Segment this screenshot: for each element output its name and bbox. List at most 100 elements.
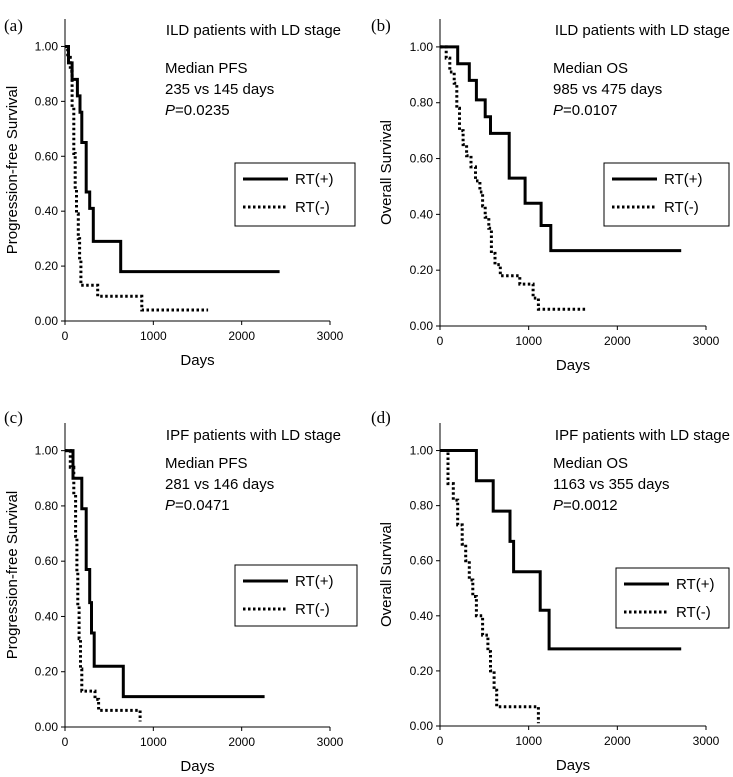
y-axis-label: Overall Survival [378,120,395,225]
y-tick-label: 0.00 [410,319,434,333]
y-tick-label: 0.60 [410,152,434,166]
p-value: P=0.0235 [165,102,230,119]
p-symbol: P [165,102,175,119]
y-axis-label: Progression-free Survival [4,86,21,254]
legend-label: RT(+) [676,576,714,593]
median-label: Median PFS [165,60,248,77]
panel-label: (d) [371,408,391,427]
y-tick-label: 0.20 [35,259,59,273]
median-values: 281 vs 146 days [165,476,274,493]
x-tick-label: 2000 [228,329,255,343]
series-line-rt-minus [65,449,142,722]
y-tick-label: 0.20 [410,664,434,678]
x-tick-label: 2000 [604,734,631,748]
x-tick-label: 2000 [228,735,255,749]
y-tick-label: 0.60 [35,554,59,568]
series-line-rt-plus [65,45,280,274]
y-tick-label: 0.60 [35,149,59,163]
p-symbol: P [553,497,563,514]
chart-title: ILD patients with LD stage [166,22,341,39]
p-value: P=0.0471 [165,497,230,514]
y-tick-label: 0.40 [410,207,434,221]
x-tick-label: 3000 [317,329,344,343]
x-tick-label: 1000 [140,329,167,343]
x-tick-label: 0 [437,734,444,748]
legend-box [234,564,358,627]
p-symbol: P [165,497,175,514]
series-line-rt-plus [65,449,265,699]
panel-label: (b) [371,16,391,35]
p-value-number: =0.0012 [563,497,618,514]
x-tick-label: 1000 [515,334,542,348]
y-tick-label: 0.80 [35,94,59,108]
x-tick-label: 0 [62,735,69,749]
legend-label: RT(-) [295,199,330,216]
y-tick-label: 1.00 [35,39,59,53]
x-axis-label: Days [180,352,214,369]
x-tick-label: 0 [62,329,69,343]
x-axis-label: Days [180,758,214,775]
series-line-rt-plus [440,45,682,253]
y-axis-label: Overall Survival [378,522,395,627]
y-tick-label: 0.80 [410,96,434,110]
x-tick-label: 3000 [317,735,344,749]
p-symbol: P [553,102,563,119]
legend-label: RT(-) [664,199,699,216]
y-tick-label: 0.80 [410,499,434,513]
x-tick-label: 1000 [515,734,542,748]
y-tick-label: 1.00 [410,40,434,54]
chart-title: IPF patients with LD stage [555,427,730,444]
series-line-rt-minus [65,45,209,312]
y-tick-label: 0.20 [410,263,434,277]
y-tick-label: 0.00 [410,719,434,733]
chart-title: IPF patients with LD stage [166,427,341,444]
panel-label: (a) [4,16,23,35]
x-tick-label: 3000 [693,734,720,748]
series-line-rt-minus [440,45,587,311]
p-value: P=0.0012 [553,497,618,514]
y-tick-label: 0.60 [410,554,434,568]
y-tick-label: 0.40 [35,204,59,218]
x-axis-label: Days [556,357,590,374]
y-tick-label: 1.00 [35,444,59,458]
y-tick-label: 0.00 [35,314,59,328]
legend-label: RT(+) [664,171,702,188]
y-tick-label: 1.00 [410,444,434,458]
y-axis-label: Progression-free Survival [4,491,21,659]
legend-label: RT(-) [676,604,711,621]
series-line-rt-minus [440,449,540,724]
median-values: 1163 vs 355 days [553,476,669,493]
median-label: Median PFS [165,455,248,472]
x-axis-label: Days [556,757,590,774]
panel-label: (c) [4,408,23,427]
y-tick-label: 0.00 [35,720,59,734]
chart-panel-a: (a) ILD patients with LD stage 0.00 0.20 0.4… [4,16,356,369]
legend-box [615,567,730,629]
y-tick-label: 0.40 [410,609,434,623]
legend-label: RT(-) [295,601,330,618]
chart-panel-d: (d) IPF patients with LD stage 0.00 0.20 0.4… [371,408,730,774]
legend-box [234,162,356,227]
y-tick-label: 0.40 [35,609,59,623]
y-tick-label: 0.80 [35,499,59,513]
median-values: 985 vs 475 days [553,81,662,98]
median-values: 235 vs 145 days [165,81,274,98]
p-value-number: =0.0107 [563,102,618,119]
median-label: Median OS [553,60,628,77]
series-line-rt-plus [440,449,682,651]
x-tick-label: 3000 [693,334,720,348]
p-value: P=0.0107 [553,102,618,119]
legend-label: RT(+) [295,171,333,188]
p-value-number: =0.0471 [175,497,230,514]
x-tick-label: 1000 [140,735,167,749]
x-tick-label: 0 [437,334,444,348]
legend-box [603,162,730,227]
chart-title: ILD patients with LD stage [555,22,730,39]
y-tick-label: 0.20 [35,665,59,679]
median-label: Median OS [553,455,628,472]
legend-label: RT(+) [295,573,333,590]
x-tick-label: 2000 [604,334,631,348]
p-value-number: =0.0235 [175,102,230,119]
chart-panel-b: (b) ILD patients with LD stage 0.00 0.20 0.4… [371,16,730,374]
